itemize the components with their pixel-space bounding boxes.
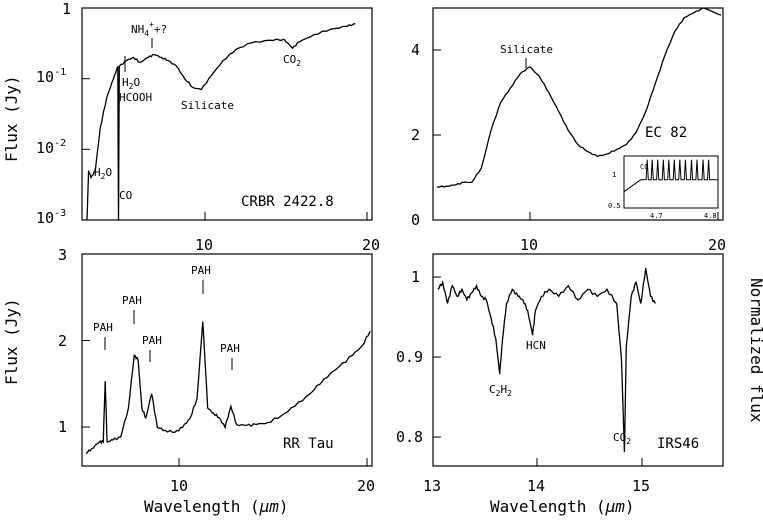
annotation-h2o: H2O <box>122 76 140 91</box>
x-axis-label: Wavelength (μm) <box>490 497 635 516</box>
xtick-label-14: 14 <box>527 477 545 495</box>
annotation-pah-86: PAH <box>142 334 162 347</box>
inset-ytick-05: 0.5 <box>608 202 621 210</box>
panel-rrtau: 3 2 1 10 20 Flux (Jy) Wavelength (μm) PA… <box>2 246 375 516</box>
annotation-pah-127: PAH <box>220 342 240 355</box>
inset-xtick-48: 4.8 <box>704 212 717 220</box>
panel-rrtau-frame <box>81 253 373 467</box>
inset-ytick-1: 1 <box>612 171 616 179</box>
ytick-label-10-2: 10-2 <box>36 138 66 157</box>
xtick-label-15: 15 <box>632 477 650 495</box>
ytick-label-09: 0.9 <box>396 348 423 366</box>
annotation-pah-62: PAH <box>93 321 113 334</box>
y-axis-label: Flux (Jy) <box>2 298 21 385</box>
ytick-label-1: 1 <box>411 268 420 286</box>
annotation-hcn: HCN <box>526 339 546 352</box>
annotation-c2h2: C2H2 <box>489 383 512 398</box>
ytick-label-1: 1 <box>62 0 71 18</box>
ytick-label-1: 1 <box>58 418 67 436</box>
annotation-nh4: NH4++? <box>131 20 167 38</box>
ytick-label-4: 4 <box>411 41 420 59</box>
xtick-label-13: 13 <box>423 477 441 495</box>
inset-co-curve <box>623 159 718 193</box>
annotation-hcooh: HCOOH <box>119 91 152 104</box>
panel-ec82-frame <box>432 7 724 221</box>
inset-co-label: CO <box>640 163 648 171</box>
series-ec82-curve <box>436 7 722 188</box>
xtick-label-10: 10 <box>170 477 188 495</box>
annotation-co2: CO2 <box>283 53 301 68</box>
series-rrtau-curve <box>85 321 371 455</box>
annotation-h2o-low: H2O <box>94 166 112 181</box>
xtick-label-20: 20 <box>708 236 726 254</box>
source-name: EC 82 <box>645 125 687 141</box>
xtick-label-20: 20 <box>362 236 380 254</box>
annotation-silicate: Silicate <box>181 99 234 112</box>
ytick-label-0: 0 <box>411 211 420 229</box>
xtick-label-10: 10 <box>195 236 213 254</box>
annotation-co: CO <box>119 189 132 202</box>
annotation-pah-77: PAH <box>122 294 142 307</box>
y-axis-label: Flux (Jy) <box>2 75 21 162</box>
inset-co-plot: CO 1 0.5 4.7 4.8 <box>608 155 719 220</box>
source-name: CRBR 2422.8 <box>241 194 334 210</box>
y-axis-label-right: Normalized flux <box>747 278 763 423</box>
annotation-silicate: Silicate <box>500 43 553 56</box>
series-irs46-curve <box>437 267 656 452</box>
panel-crbr-frame <box>81 7 373 221</box>
xtick-label-20: 20 <box>357 477 375 495</box>
panel-crbr: 1 10-1 10-2 10-3 10 20 Flux (Jy) NH4++? … <box>2 0 380 254</box>
inset-xtick-47: 4.7 <box>650 212 663 220</box>
annotation-pah-113: PAH <box>191 264 211 277</box>
x-axis-label: Wavelength (μm) <box>144 497 289 516</box>
panel-irs46: 0.8 0.9 1 13 14 15 Normalized flux Wavel… <box>396 253 763 516</box>
series-crbr-curve <box>86 23 356 221</box>
annotation-co2: CO2 <box>613 431 631 446</box>
ytick-label-08: 0.8 <box>396 428 423 446</box>
ytick-label-2: 2 <box>58 332 67 350</box>
xtick-label-10: 10 <box>520 236 538 254</box>
ytick-label-2: 2 <box>411 126 420 144</box>
source-name: IRS46 <box>657 436 699 452</box>
ytick-label-3: 3 <box>58 246 67 264</box>
ytick-label-10-3: 10-3 <box>36 208 66 227</box>
panel-irs46-frame <box>432 253 724 467</box>
panel-ec82: 0 2 4 10 20 Silicate EC 82 CO 1 0.5 4.7 … <box>411 7 726 254</box>
source-name: RR Tau <box>283 436 334 452</box>
ytick-label-10-1: 10-1 <box>36 67 66 86</box>
